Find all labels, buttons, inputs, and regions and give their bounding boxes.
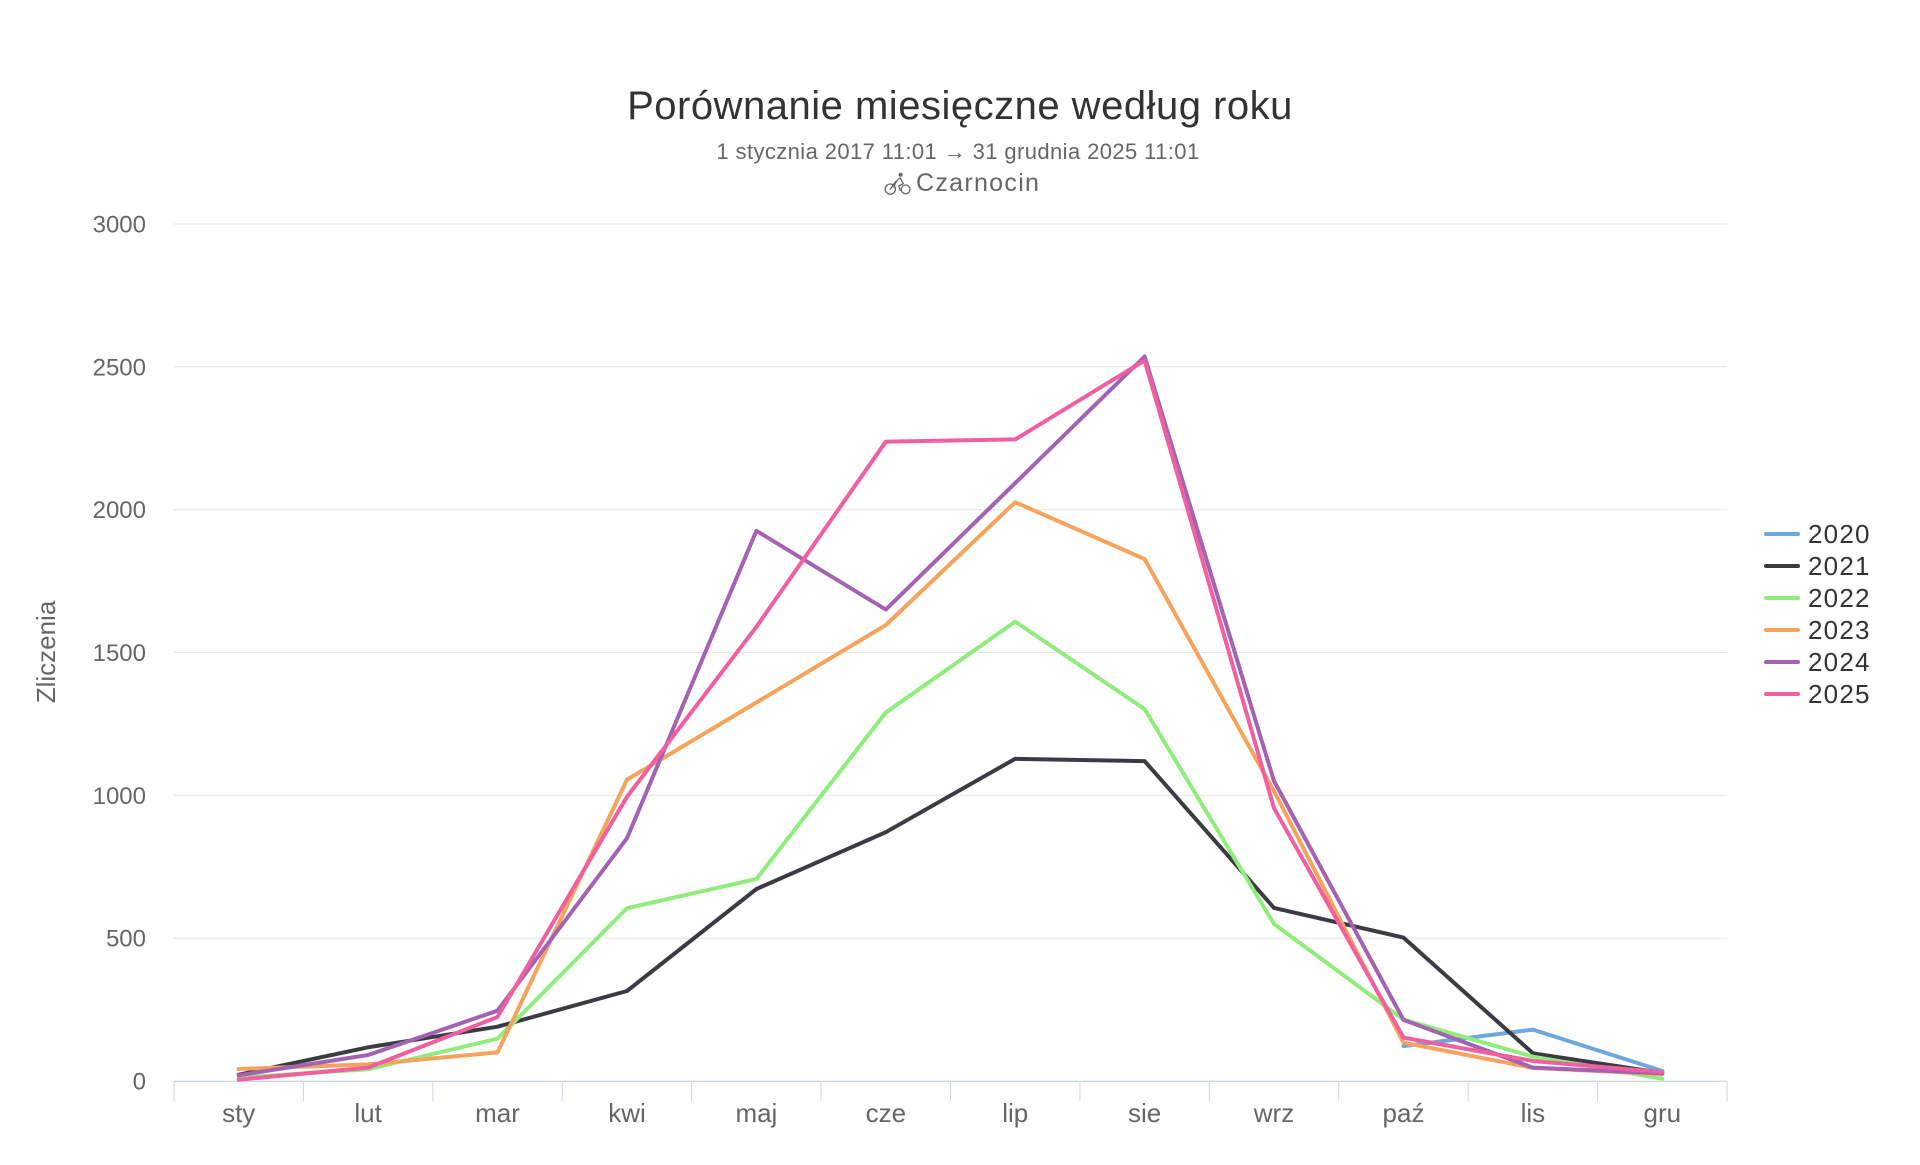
svg-text:mar: mar bbox=[475, 1098, 520, 1128]
svg-text:maj: maj bbox=[735, 1098, 777, 1128]
svg-text:0: 0 bbox=[133, 1069, 146, 1096]
svg-text:1500: 1500 bbox=[93, 640, 146, 667]
svg-text:2500: 2500 bbox=[93, 354, 146, 381]
svg-text:kwi: kwi bbox=[608, 1098, 646, 1128]
svg-text:2023: 2023 bbox=[1808, 615, 1871, 645]
svg-text:gru: gru bbox=[1644, 1098, 1682, 1128]
svg-text:lip: lip bbox=[1002, 1098, 1028, 1128]
svg-text:sie: sie bbox=[1128, 1098, 1161, 1128]
svg-text:2022: 2022 bbox=[1808, 583, 1871, 613]
svg-text:paź: paź bbox=[1383, 1098, 1425, 1128]
svg-text:500: 500 bbox=[106, 926, 146, 953]
svg-text:Porównanie miesięczne według r: Porównanie miesięczne według roku bbox=[627, 84, 1293, 128]
svg-text:cze: cze bbox=[866, 1098, 906, 1128]
svg-text:2025: 2025 bbox=[1808, 679, 1871, 709]
svg-text:lut: lut bbox=[354, 1098, 382, 1128]
svg-text:2021: 2021 bbox=[1808, 551, 1871, 581]
svg-text:wrz: wrz bbox=[1253, 1098, 1294, 1128]
svg-text:2000: 2000 bbox=[93, 497, 146, 524]
svg-text:Zliczenia: Zliczenia bbox=[31, 600, 61, 703]
svg-text:1 stycznia 2017 11:01 → 31 gru: 1 stycznia 2017 11:01 → 31 grudnia 2025 … bbox=[716, 139, 1199, 164]
svg-text:2020: 2020 bbox=[1808, 519, 1871, 549]
svg-text:2024: 2024 bbox=[1808, 647, 1871, 677]
svg-text:lis: lis bbox=[1521, 1098, 1546, 1128]
svg-text:1000: 1000 bbox=[93, 783, 146, 810]
svg-text:Czarnocin: Czarnocin bbox=[916, 169, 1040, 197]
svg-text:3000: 3000 bbox=[93, 212, 146, 239]
svg-text:sty: sty bbox=[222, 1098, 255, 1128]
